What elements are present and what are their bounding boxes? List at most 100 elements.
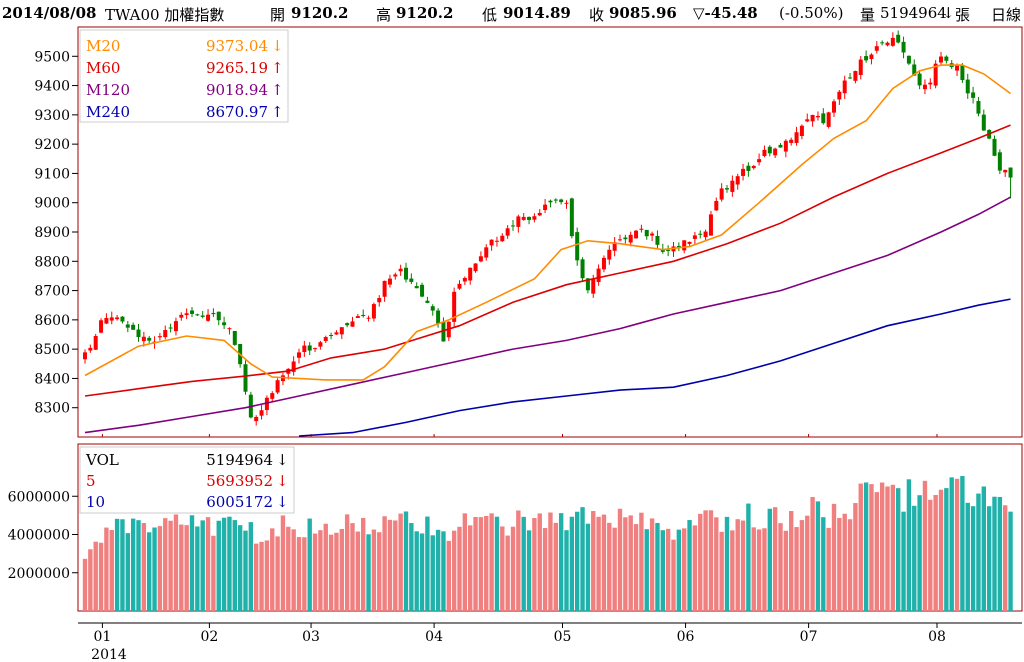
candle-up [714, 200, 719, 211]
candle-up [837, 91, 842, 100]
volume-y-tick-label: 4000000 [8, 528, 70, 544]
candle-up [355, 316, 360, 318]
candle-down [906, 55, 911, 64]
candle-up [826, 112, 831, 127]
candle-up [735, 176, 740, 185]
candle-down [329, 335, 334, 337]
candle-up [302, 345, 307, 352]
candle-up [634, 230, 639, 239]
month-label: 08 [928, 629, 946, 645]
candle-up [398, 268, 403, 272]
candle-up [687, 241, 692, 244]
volume-bar-up [719, 531, 724, 611]
candle-down [211, 312, 216, 315]
candle-down [548, 200, 553, 203]
volume-bar-up [377, 532, 382, 611]
volume-bar-down [917, 495, 922, 611]
low-value: 9014.89 [503, 4, 571, 22]
candle-down [660, 249, 665, 252]
candle-down [965, 79, 970, 94]
volume-bar-up [109, 529, 114, 611]
volume-bar-down [815, 501, 821, 611]
volume-bar-down [221, 517, 227, 611]
volume-bar-down [227, 516, 232, 611]
volume-bar-down [130, 518, 136, 611]
volume-bar-down [430, 535, 435, 611]
volume-bar-up [853, 503, 858, 611]
candle-up [382, 280, 387, 297]
volume-bar-up [1003, 505, 1008, 611]
volume-bar-up [179, 524, 184, 611]
candle-up [371, 304, 376, 319]
volume-bar-up [457, 526, 462, 611]
candle-up [313, 348, 318, 350]
month-label: 06 [677, 629, 695, 645]
month-label: 01 [93, 629, 111, 645]
period-label: 日線 [991, 6, 1022, 24]
volume-bar-up [778, 523, 783, 611]
price-y-tick-label: 8600 [34, 313, 70, 329]
volume-bar-up [591, 511, 596, 611]
candle-up [928, 82, 933, 85]
volume-legend-value: 5693952 [206, 472, 273, 490]
volume-bar-up [665, 528, 671, 611]
volume-bar-down [912, 505, 917, 611]
volume-bar-up [254, 543, 259, 611]
high-value: 9120.2 [396, 4, 454, 22]
candle-up [473, 263, 478, 272]
candle-up [104, 317, 109, 324]
candle-down [698, 233, 703, 235]
volume-bar-down [125, 533, 130, 611]
volume-bar-up [831, 503, 837, 611]
candle-down [848, 77, 853, 79]
candle-down [345, 323, 350, 326]
candle-up [810, 114, 815, 122]
candle-down [778, 144, 783, 148]
candle-up [601, 257, 606, 270]
candle-up [933, 63, 938, 86]
volume-bar-down [558, 513, 564, 611]
candle-up [484, 247, 489, 258]
volume-bar-up [462, 513, 468, 611]
candle-up [494, 240, 499, 242]
candle-down [971, 92, 976, 98]
volume-bar-down [409, 523, 414, 611]
volume-bar-up [270, 528, 275, 611]
volume-bar-up [163, 518, 168, 611]
volume-bar-up [601, 514, 607, 611]
volume-bar-down [901, 511, 906, 611]
candle-down [585, 278, 590, 291]
month-label: 05 [554, 629, 572, 645]
candle-up [922, 84, 927, 90]
price-y-tick-label: 9400 [34, 79, 70, 95]
candle-down [307, 345, 312, 351]
volume-bar-up [869, 484, 874, 611]
candle-up [339, 327, 344, 335]
candle-up [387, 278, 392, 285]
open-label: 開 [270, 6, 286, 24]
low-label: 低 [482, 6, 498, 24]
candle-down [131, 324, 136, 330]
price-y-tick-label: 8300 [34, 401, 70, 417]
volume-bar-up [537, 513, 542, 611]
candle-up [270, 393, 275, 399]
volume-legend-arrow: ↓ [276, 472, 289, 490]
volume-legend-value: 6005172 [206, 493, 273, 511]
volume-bar-down [441, 531, 446, 611]
volume-bar-down [526, 530, 532, 611]
candle-up [83, 352, 87, 360]
volume-bar-up [93, 541, 98, 611]
candle-up [93, 336, 98, 350]
candle-down [216, 311, 221, 321]
candle-down [960, 64, 965, 81]
candle-up [853, 71, 858, 81]
candle-up [254, 416, 259, 422]
volume-bar-down [976, 493, 981, 611]
candle-up [227, 328, 232, 330]
candle-up [377, 298, 382, 303]
volume-bar-down [724, 516, 730, 611]
volume-unit: 張 [955, 6, 971, 24]
month-label: 04 [425, 629, 443, 645]
candle-up [757, 159, 762, 163]
candle-down [559, 199, 564, 203]
